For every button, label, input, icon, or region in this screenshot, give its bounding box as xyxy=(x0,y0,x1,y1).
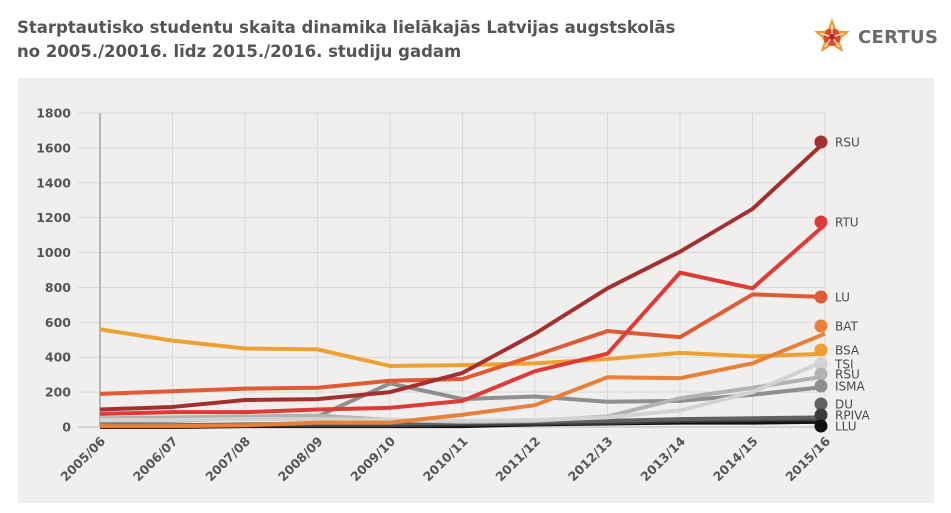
legend-item: BSA xyxy=(814,343,860,358)
series-line-tsi-5 xyxy=(100,358,826,423)
y-tick-label: 800 xyxy=(45,280,71,295)
legend-label: LU xyxy=(835,291,850,305)
x-tick-label: 2014/15 xyxy=(710,434,761,485)
series-lines xyxy=(99,140,827,429)
legend-item: LLU xyxy=(814,419,857,434)
legend-marker xyxy=(814,343,828,357)
legend-marker xyxy=(814,408,828,422)
legend-marker xyxy=(814,290,828,304)
legend-label: RTU xyxy=(835,216,859,230)
legend-marker xyxy=(814,215,828,229)
series-line-rtu-1 xyxy=(99,223,827,416)
y-tick-label: 0 xyxy=(62,420,71,435)
chart-title: Starptautisko studentu skaita dinamika l… xyxy=(17,16,737,64)
legend-item: TSI xyxy=(814,357,854,372)
legend-item: ISMA xyxy=(814,379,866,394)
y-tick-label: 200 xyxy=(45,385,71,400)
x-tick-label: 2010/11 xyxy=(420,434,471,485)
legend-marker xyxy=(814,397,828,411)
legend-marker xyxy=(814,419,828,433)
legend-label: DU xyxy=(835,398,853,412)
legend-label: RSU xyxy=(835,136,860,150)
x-tick-label: 2009/10 xyxy=(347,433,398,484)
certus-logo: CERTUS xyxy=(812,15,942,59)
legend-marker xyxy=(814,357,828,371)
x-tick-label: 2015/16 xyxy=(782,433,833,484)
legend-marker xyxy=(814,379,828,393)
y-axis: 0 200 400 600 800 1000 1200 1400 1600 1800 xyxy=(36,106,71,435)
chart-panel xyxy=(18,78,934,503)
series-line-lu-2 xyxy=(99,292,826,396)
y-tick-label: 1200 xyxy=(36,210,71,225)
legend-item: DU xyxy=(814,397,853,412)
legend-label: BSA xyxy=(835,344,860,358)
chart-title-line-1: Starptautisko studentu skaita dinamika l… xyxy=(17,18,676,37)
legend-item: LU xyxy=(814,290,850,305)
legend-item: RSU xyxy=(814,135,860,150)
series-line-bsa-4 xyxy=(99,327,826,368)
x-tick-label: 2011/12 xyxy=(492,434,543,485)
y-tick-label: 1800 xyxy=(36,106,71,121)
x-tick-label: 2012/13 xyxy=(565,434,616,485)
x-tick-label: 2013/14 xyxy=(637,433,688,484)
legend-label: ISMA xyxy=(835,380,866,394)
star-snowflake-icon xyxy=(813,18,851,53)
y-tick-label: 1000 xyxy=(36,245,71,260)
legend-label: RSU xyxy=(835,368,860,382)
logo-text: CERTUS xyxy=(858,26,939,48)
y-tick-label: 1400 xyxy=(36,175,71,190)
y-tick-label: 600 xyxy=(45,315,71,330)
series-line-rsu-0 xyxy=(99,140,827,412)
legend-item: RSU xyxy=(814,367,860,382)
legend-marker xyxy=(814,319,828,333)
x-tick-label: 2007/08 xyxy=(202,434,253,485)
legend-item: RTU xyxy=(814,215,859,230)
legend-label: LLU xyxy=(835,420,857,434)
series-line-bat-3 xyxy=(100,331,826,429)
y-tick-label: 1600 xyxy=(36,140,71,155)
legend-marker xyxy=(814,135,828,149)
y-tick-label: 400 xyxy=(45,350,71,365)
legend-label: RPIVA xyxy=(835,409,871,423)
chart-title-line-2: no 2005./20016. līdz 2015./2016. studiju… xyxy=(17,42,462,61)
legend-marker xyxy=(814,367,828,381)
legend-item: RPIVA xyxy=(814,408,871,423)
x-axis: 2005/06 2006/07 2007/08 2008/09 2009/10 2010/… xyxy=(57,433,833,484)
x-tick-label: 2006/07 xyxy=(130,434,181,485)
legend-item: BAT xyxy=(814,319,859,334)
legend-label: TSI xyxy=(834,358,854,372)
legend-label: BAT xyxy=(835,320,859,334)
x-tick-label: 2005/06 xyxy=(57,433,108,484)
x-tick-label: 2008/09 xyxy=(275,434,326,485)
